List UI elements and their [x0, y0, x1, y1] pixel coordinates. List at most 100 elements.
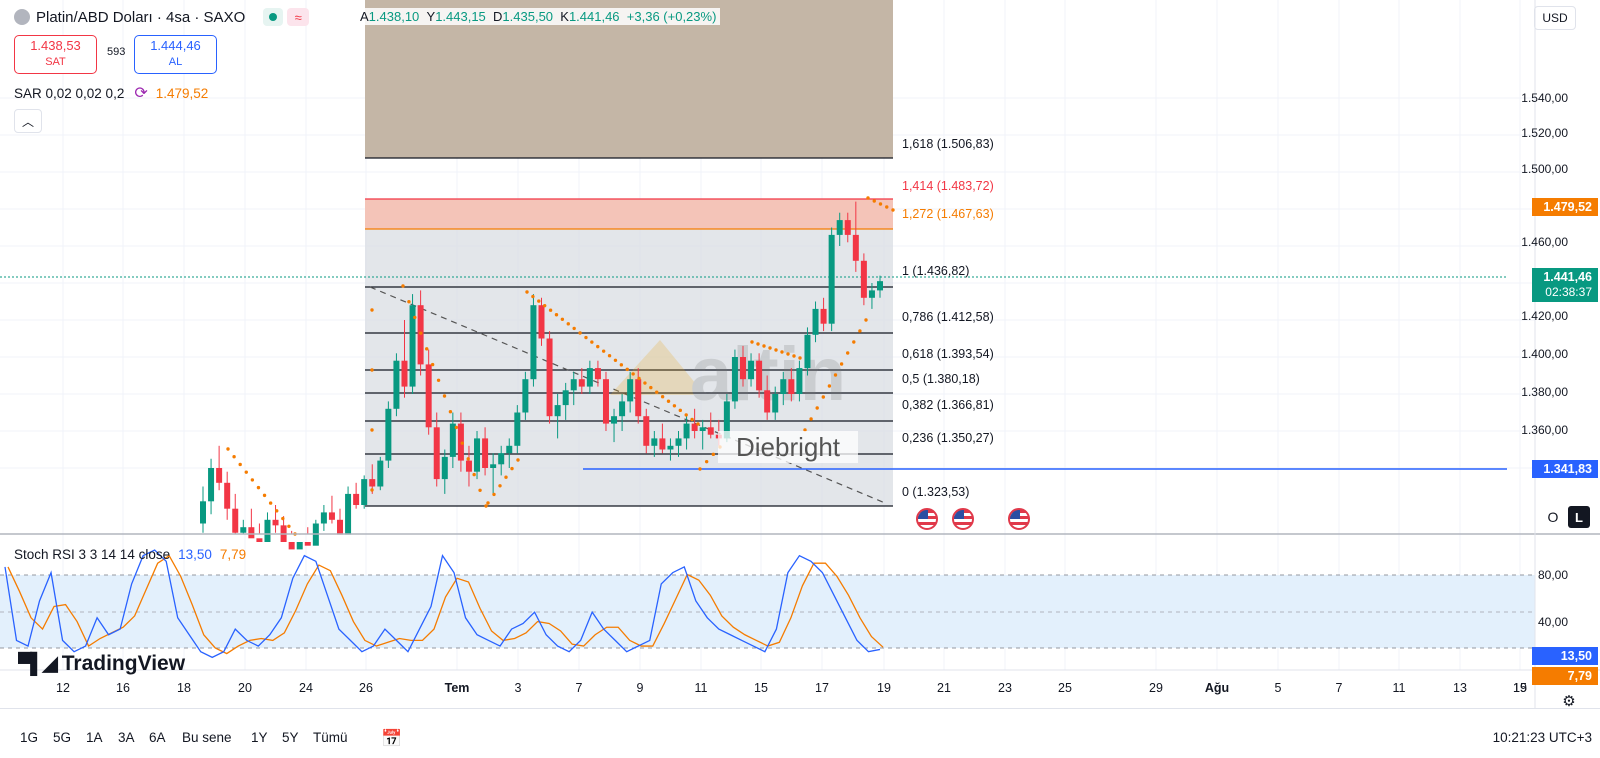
- candle-body: [216, 468, 223, 483]
- buy-button[interactable]: 1.444,46 AL: [134, 35, 217, 74]
- stoch-legend[interactable]: Stoch RSI 3 3 14 14 close 13,50 7,79: [14, 547, 246, 562]
- sar-dot: [762, 344, 766, 348]
- log-scale-button[interactable]: O: [1547, 509, 1559, 525]
- candle-body: [570, 379, 577, 391]
- sar-dot: [560, 317, 565, 322]
- symbol-title[interactable]: Platin/ABD Doları · 4sa · SAXO: [36, 8, 246, 26]
- sar-dot: [750, 340, 754, 344]
- delayed-data-icon[interactable]: ≈: [287, 8, 310, 26]
- lock-scale-button[interactable]: L: [1568, 506, 1590, 528]
- candle-body: [256, 538, 263, 542]
- hline-price-tag: 1.341,83: [1532, 460, 1598, 478]
- stoch-d-value: 7,79: [219, 547, 247, 562]
- candle-body: [522, 379, 529, 413]
- price-label: 1.380,00: [1521, 385, 1568, 399]
- range-button[interactable]: 1A: [86, 730, 103, 745]
- sar-dot: [839, 362, 844, 366]
- time-axis-label: 25: [1058, 681, 1072, 695]
- sar-dot: [643, 381, 647, 385]
- time-axis-label: 24: [299, 681, 313, 695]
- last-price-tag: 1.441,46 02:38:37: [1532, 268, 1598, 302]
- range-button[interactable]: 3A: [118, 730, 135, 745]
- candle-body: [288, 542, 295, 550]
- time-axis-label: 26: [359, 681, 373, 695]
- sar-dot: [498, 484, 502, 488]
- range-button[interactable]: Bu sene: [182, 730, 232, 745]
- sar-dot: [792, 354, 796, 358]
- sell-button[interactable]: 1.438,53 SAT: [14, 35, 97, 74]
- sar-dot: [454, 425, 459, 430]
- time-axis-label: 19: [1513, 681, 1527, 695]
- fib-label-1414: 1,414 (1.483,72): [902, 179, 994, 193]
- currency-select[interactable]: USD: [1534, 6, 1576, 30]
- refresh-icon[interactable]: ⟳: [134, 85, 148, 102]
- candle-body: [538, 305, 545, 339]
- time-axis-label: 21: [937, 681, 951, 695]
- candle-body: [441, 456, 448, 480]
- candle-body: [377, 460, 384, 487]
- sar-dot: [815, 406, 819, 410]
- sar-dot: [370, 428, 374, 432]
- stoch-axis-label: 80,00: [1537, 568, 1568, 582]
- sar-dot: [401, 284, 405, 288]
- price-label: 1.360,00: [1521, 423, 1568, 437]
- sar-dot: [878, 202, 883, 206]
- sar-dot: [698, 467, 702, 471]
- time-axis-label: 18: [177, 681, 191, 695]
- sar-dot: [262, 493, 267, 498]
- tradingview-logo[interactable]: ▀▌◢ TradingView: [18, 651, 185, 676]
- sar-dot: [287, 524, 291, 528]
- sar-dot: [430, 362, 435, 367]
- candle-body: [240, 527, 247, 533]
- sar-dot: [466, 457, 470, 461]
- sar-dot: [510, 466, 514, 471]
- time-axis-label: 16: [116, 681, 130, 695]
- sar-dot: [672, 404, 677, 408]
- range-button[interactable]: 6A: [149, 730, 166, 745]
- sar-dot: [419, 331, 423, 335]
- sar-dot: [572, 326, 576, 331]
- sar-dot: [803, 428, 807, 432]
- fib-label-0236: 0,236 (1.350,27): [902, 431, 994, 445]
- bottom-toolbar: [0, 708, 1600, 758]
- range-button[interactable]: Tümü: [313, 730, 348, 745]
- fib-zone-upper: [365, 0, 893, 158]
- candle-body: [433, 427, 440, 480]
- candle-body: [304, 542, 311, 546]
- sar-legend[interactable]: SAR 0,02 0,02 0,2 ⟳ 1.479,52: [14, 83, 208, 103]
- range-button[interactable]: 5G: [53, 730, 72, 745]
- fib-label-0382: 0,382 (1.366,81): [902, 398, 994, 412]
- candle-body: [401, 360, 408, 387]
- sar-dot: [531, 294, 535, 299]
- collapse-legend-button[interactable]: ︿: [14, 109, 42, 133]
- range-button[interactable]: 1G: [20, 730, 39, 745]
- settings-gear-icon[interactable]: ⚙: [1562, 693, 1576, 710]
- range-button[interactable]: 5Y: [282, 730, 299, 745]
- sar-dot: [578, 331, 582, 335]
- us-event-flag-icon[interactable]: [1008, 508, 1030, 530]
- sar-dot: [281, 516, 285, 521]
- candle-body: [345, 493, 352, 535]
- us-event-flag-icon[interactable]: [952, 508, 974, 530]
- utc-clock[interactable]: 10:21:23 UTC+3: [1492, 730, 1592, 745]
- candle-body: [651, 438, 658, 446]
- ohlc-open: 1.438,10: [368, 9, 420, 24]
- sar-dot: [833, 373, 838, 377]
- market-open-icon[interactable]: [263, 8, 284, 26]
- sar-dot: [370, 308, 374, 312]
- sar-label: SAR 0,02 0,02 0,2: [14, 85, 125, 101]
- candle-body: [627, 379, 634, 402]
- range-button[interactable]: 1Y: [251, 730, 268, 745]
- price-label: 1.540,00: [1521, 91, 1568, 105]
- chevron-up-icon: ︿: [21, 114, 34, 129]
- us-event-flag-icon[interactable]: [916, 508, 938, 530]
- goto-date-calendar-icon[interactable]: 📅: [381, 729, 403, 748]
- candle-body: [425, 364, 432, 428]
- candle-body: [594, 368, 601, 380]
- candle-body: [860, 260, 867, 298]
- sar-dot: [537, 299, 541, 303]
- candle-body: [200, 501, 206, 524]
- time-axis-label: 5: [1274, 681, 1282, 695]
- candle-body: [506, 445, 513, 454]
